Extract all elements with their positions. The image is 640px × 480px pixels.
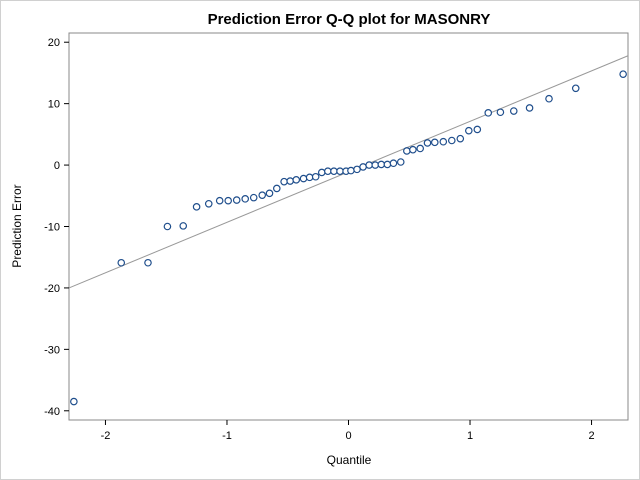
data-point: [409, 145, 417, 154]
data-point: [324, 167, 332, 176]
data-point: [232, 196, 241, 204]
data-point: [447, 136, 456, 145]
data-point: [192, 203, 201, 211]
data-point: [179, 222, 188, 230]
data-point: [416, 144, 424, 153]
data-point: [265, 189, 274, 198]
y-tick-label: -40: [44, 406, 60, 418]
x-tick-label: -1: [222, 430, 232, 442]
data-point: [509, 107, 518, 115]
x-tick-label: -2: [101, 430, 111, 442]
data-point: [383, 160, 392, 169]
y-axis: -40 -30 -20 -10 0 10 20: [44, 37, 69, 418]
data-point: [430, 138, 439, 147]
data-point: [496, 108, 505, 117]
data-point: [305, 173, 314, 182]
data-point: [224, 196, 232, 205]
x-axis: -2 -1 0 1 2: [101, 420, 595, 442]
data-point: [144, 258, 152, 267]
x-tick-label: 1: [467, 430, 473, 442]
data-point: [215, 196, 224, 205]
data-point: [377, 160, 386, 169]
data-point: [347, 166, 355, 175]
data-point: [484, 109, 493, 117]
data-point: [353, 165, 361, 174]
data-point: [317, 168, 326, 177]
y-tick-label: -20: [44, 283, 60, 295]
data-point: [403, 147, 411, 155]
data-point: [204, 199, 213, 208]
data-point: [389, 159, 398, 168]
chart-title: Prediction Error Q-Q plot for MASONRY: [208, 11, 491, 28]
data-point: [473, 125, 482, 134]
data-point: [286, 177, 294, 185]
y-tick-label: 10: [48, 99, 60, 111]
data-point: [70, 397, 78, 406]
y-tick-label: 20: [48, 37, 60, 49]
data-point: [371, 161, 380, 169]
data-point: [465, 126, 473, 135]
data-point: [396, 158, 405, 166]
data-point: [249, 193, 258, 202]
data-point: [292, 176, 301, 184]
data-point: [273, 184, 281, 193]
data-point: [330, 167, 338, 176]
y-tick-label: -10: [44, 222, 60, 234]
data-point: [359, 163, 367, 171]
data-point: [571, 84, 580, 93]
data-point: [619, 70, 627, 78]
data-points-group: [70, 70, 627, 406]
data-point: [258, 191, 267, 199]
data-point: [336, 167, 344, 176]
data-point: [241, 195, 250, 203]
data-point: [456, 134, 465, 143]
data-point: [423, 139, 432, 147]
data-point: [365, 161, 373, 169]
data-point: [545, 94, 553, 103]
y-axis-label: Prediction Error: [10, 184, 24, 267]
data-point: [311, 172, 320, 181]
x-tick-label: 0: [345, 430, 351, 442]
data-point: [280, 177, 288, 186]
data-point: [439, 137, 448, 146]
y-tick-label: 0: [54, 160, 60, 172]
x-axis-label: Quantile: [327, 453, 372, 467]
data-point: [525, 104, 534, 112]
x-tick-label: 2: [588, 430, 594, 442]
data-point: [117, 258, 126, 267]
data-point: [163, 222, 172, 231]
y-tick-label: -30: [44, 344, 60, 356]
data-point: [299, 174, 308, 183]
